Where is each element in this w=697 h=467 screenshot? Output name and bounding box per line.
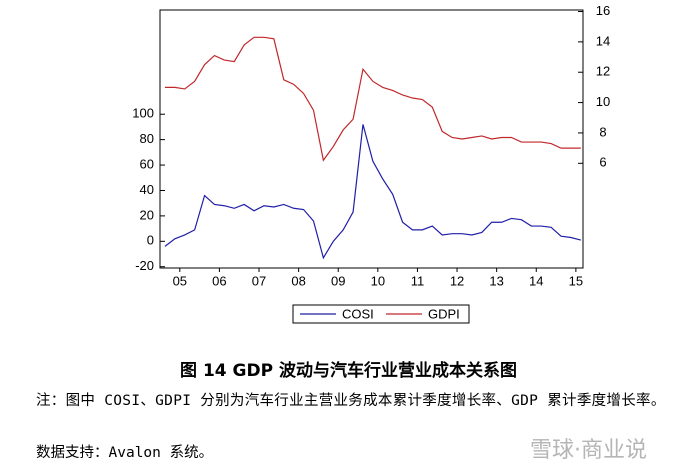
y-tick-label: 80 [140, 131, 154, 146]
y-tick-label: 0 [147, 233, 154, 248]
caption: 图 14 GDP 波动与汽车行业营业成本关系图 [180, 361, 517, 381]
x-tick-label: 05 [173, 273, 187, 288]
y2-tick-label: 14 [596, 33, 610, 48]
series-line [164, 124, 581, 260]
y-tick-label: 60 [140, 156, 154, 171]
y-tick-label: 100 [132, 106, 154, 121]
x-tick-label: 07 [252, 273, 266, 288]
x-tick-label: 15 [569, 273, 583, 288]
watermark: 雪球·商业说 [530, 438, 647, 463]
y-tick-label: -20 [135, 258, 154, 273]
x-tick-label: 12 [450, 273, 464, 288]
y-tick-label: 40 [140, 182, 154, 197]
source: 数据支持：Avalon 系统。 [36, 445, 214, 461]
series-line [164, 36, 581, 162]
x-tick-label: 13 [489, 273, 503, 288]
y-tick-label: 20 [140, 207, 154, 222]
x-tick-label: 11 [411, 273, 425, 288]
chart: -20 0 20 40 60 80 100 6 8 10 12 14 16 05 06 07 08 09 10 11 1… [132, 3, 610, 324]
y2-tick-label: 10 [596, 94, 610, 109]
x-tick-label: 14 [529, 273, 543, 288]
y2-tick-label: 16 [596, 3, 610, 18]
y2-tick-label: 6 [599, 155, 606, 170]
legend-label: GDPI [428, 306, 460, 321]
x-tick-label: 09 [331, 273, 345, 288]
x-tick-label: 08 [291, 273, 305, 288]
x-tick-label: 06 [212, 273, 226, 288]
y2-tick-label: 8 [599, 124, 606, 139]
note: 注：图中 COSI、GDPI 分别为汽车行业主营业务成本累计季度增长率、GDP … [36, 393, 666, 409]
plot-frame [159, 9, 584, 269]
legend-label: COSI [342, 306, 374, 321]
legend-box [292, 304, 470, 324]
y2-tick-label: 12 [596, 64, 610, 79]
x-tick-label: 10 [371, 273, 385, 288]
